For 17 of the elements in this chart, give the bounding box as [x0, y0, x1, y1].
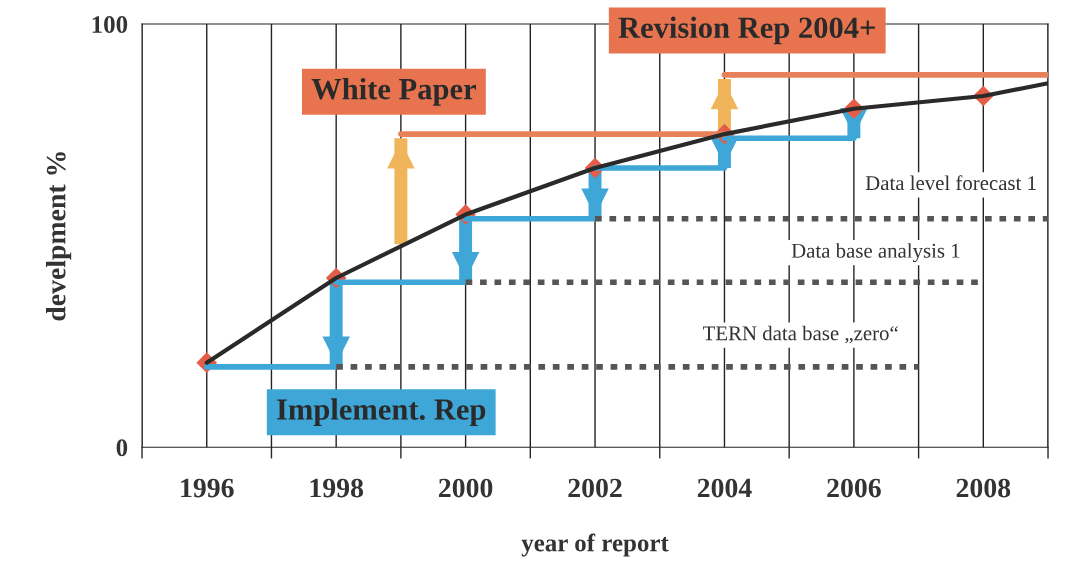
x-tick-label: 2002 — [568, 478, 622, 498]
x-tick-label: 2000 — [438, 478, 493, 498]
annotation: White Paper — [311, 77, 476, 106]
annotation: Implement. Rep — [277, 398, 486, 427]
y-tick-label: 100 — [92, 16, 128, 33]
x-tick-label: 1996 — [181, 478, 234, 498]
x-tick-label: 2008 — [956, 478, 1011, 498]
annotation: Data base analysis 1 — [791, 243, 960, 263]
annotation: Revision Rep 2004+ — [618, 16, 875, 45]
y-tick-label: 0 — [116, 439, 128, 457]
x-tick-label: 1998 — [310, 478, 364, 498]
x-tick-label: 2006 — [827, 478, 881, 498]
y-axis-title: develpment % — [46, 152, 72, 321]
x-tick-label: 2004 — [697, 478, 752, 498]
annotation: TERN data base „zero“ — [703, 325, 898, 344]
x-axis-title: year of report — [521, 533, 669, 557]
annotation: Data level forecast 1 — [865, 175, 1036, 191]
